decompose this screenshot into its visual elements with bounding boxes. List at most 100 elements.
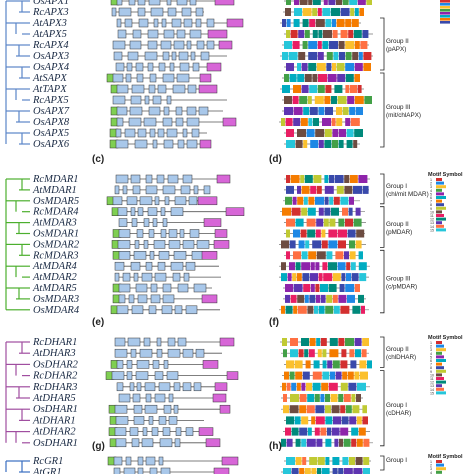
motif-box bbox=[316, 438, 323, 447]
motif-box bbox=[329, 175, 334, 183]
motif-bar bbox=[279, 262, 370, 271]
motif-box bbox=[318, 273, 323, 282]
motif-box bbox=[290, 394, 299, 402]
motif-box bbox=[294, 8, 302, 16]
motif-box bbox=[293, 284, 303, 292]
gene-structure bbox=[112, 251, 218, 260]
motif-box bbox=[332, 457, 340, 465]
exon-box bbox=[149, 128, 156, 138]
motif-box bbox=[352, 405, 360, 414]
motif-box bbox=[354, 63, 363, 71]
utr3-box bbox=[199, 73, 212, 83]
exon-box bbox=[143, 117, 157, 127]
exon-box bbox=[171, 51, 177, 61]
exon-box bbox=[114, 272, 120, 282]
exon-box bbox=[162, 294, 175, 304]
motif-box bbox=[363, 457, 370, 465]
exon-box bbox=[150, 283, 158, 293]
motif-number: 5 bbox=[430, 355, 432, 359]
utr3-box bbox=[201, 251, 218, 260]
motif-box bbox=[318, 140, 324, 148]
motif-box bbox=[313, 360, 320, 369]
motif-bar bbox=[283, 294, 366, 303]
motif-box bbox=[366, 0, 372, 5]
motif-box bbox=[289, 74, 297, 82]
exon-box bbox=[143, 218, 150, 227]
exon-box bbox=[144, 404, 158, 414]
motif-box bbox=[295, 140, 303, 148]
gene-structure bbox=[111, 240, 230, 249]
motif-box bbox=[340, 305, 350, 314]
motif-swatch bbox=[440, 6, 450, 9]
phylogenetic-tree bbox=[5, 0, 30, 145]
motif-box bbox=[317, 41, 322, 49]
motif-box bbox=[320, 284, 328, 292]
bracket-line bbox=[380, 455, 385, 471]
exon-box bbox=[172, 84, 186, 94]
exon-box bbox=[166, 0, 172, 6]
motif-box bbox=[353, 468, 363, 474]
group-subtype: (chlDHAR) bbox=[386, 354, 416, 361]
exon-box bbox=[174, 438, 181, 448]
motif-box bbox=[297, 63, 301, 71]
motif-box bbox=[346, 140, 353, 148]
exon-box bbox=[148, 229, 155, 238]
exon-box bbox=[162, 283, 172, 293]
motif-box bbox=[357, 85, 362, 93]
motif-box bbox=[349, 349, 355, 358]
motif-box bbox=[359, 273, 367, 282]
motif-box bbox=[339, 438, 343, 447]
exon-box bbox=[187, 84, 197, 94]
exon-box bbox=[148, 106, 161, 116]
motif-box bbox=[340, 427, 349, 436]
group-bracket: Group I bbox=[380, 455, 407, 471]
motif-box bbox=[355, 207, 361, 216]
exon-box bbox=[111, 7, 117, 17]
motif-bar bbox=[281, 405, 367, 414]
motif-box bbox=[293, 85, 301, 93]
utr3-box bbox=[199, 139, 212, 149]
motif-box bbox=[284, 96, 292, 104]
exon-box bbox=[118, 7, 132, 17]
motif-box bbox=[291, 382, 297, 391]
exon-box bbox=[115, 416, 129, 425]
motif-box bbox=[331, 118, 336, 126]
bracket-line bbox=[380, 173, 385, 205]
motif-box bbox=[315, 196, 324, 205]
motif-box bbox=[343, 438, 351, 447]
motif-box bbox=[283, 349, 287, 358]
motif-box bbox=[353, 218, 362, 227]
motif-box bbox=[308, 349, 315, 358]
motif-swatch bbox=[436, 470, 442, 474]
exon-box bbox=[114, 427, 127, 436]
exon-box bbox=[128, 0, 136, 6]
motif-box bbox=[306, 382, 312, 391]
motif-box bbox=[357, 0, 366, 5]
motif-box bbox=[331, 96, 337, 104]
motif-number: 9 bbox=[430, 207, 432, 211]
exon-box bbox=[145, 393, 152, 403]
motif-box bbox=[330, 394, 338, 402]
exon-box bbox=[129, 382, 135, 392]
motif-box bbox=[327, 360, 333, 369]
motif-box bbox=[317, 85, 325, 93]
motif-bar bbox=[283, 427, 370, 436]
exon-box bbox=[136, 360, 150, 369]
gene-name: AtMDAR1 bbox=[32, 185, 77, 196]
exon-box bbox=[162, 185, 176, 195]
motif-box bbox=[284, 41, 292, 49]
motif-box bbox=[285, 8, 291, 16]
exon-box bbox=[147, 29, 159, 39]
motif-box bbox=[324, 129, 332, 137]
motif-box bbox=[291, 207, 301, 216]
motif-box bbox=[351, 273, 359, 282]
motif-box bbox=[283, 405, 289, 414]
gene-name: RcAPX4 bbox=[32, 40, 69, 51]
motif-swatch bbox=[436, 192, 444, 196]
motif-box bbox=[321, 240, 328, 249]
exon-box bbox=[137, 294, 148, 304]
exon-box bbox=[156, 348, 163, 358]
group-bracket: Group III(c/pMDAR) bbox=[380, 249, 417, 314]
exon-box bbox=[182, 348, 194, 358]
